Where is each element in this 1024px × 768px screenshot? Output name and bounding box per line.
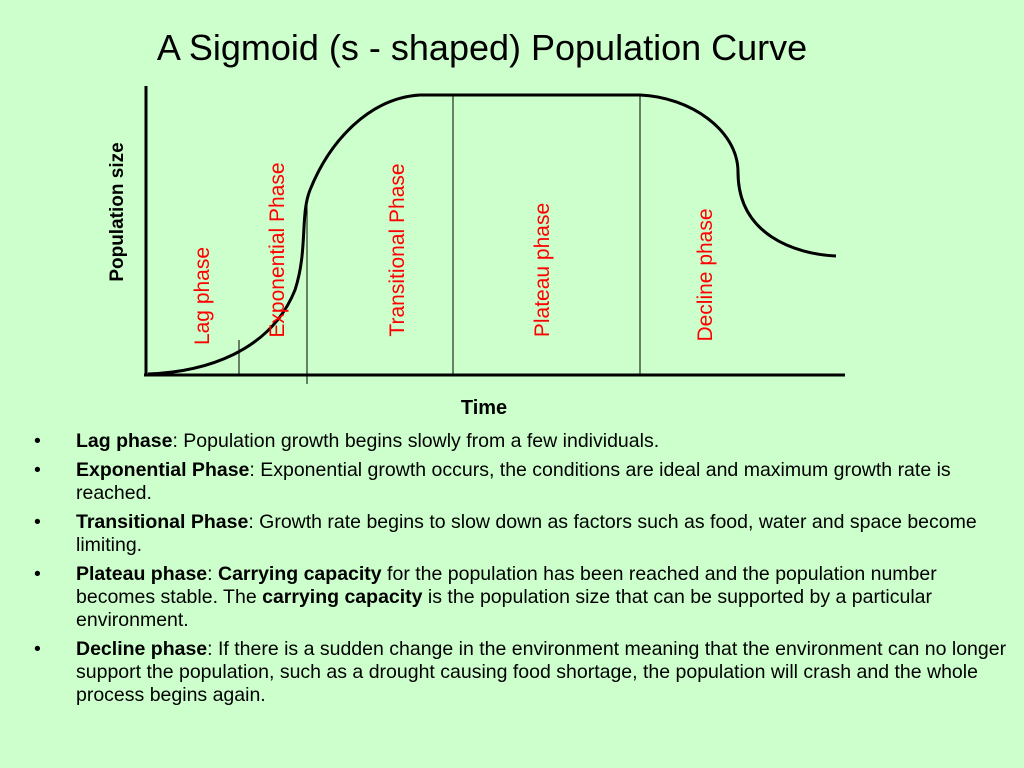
bullet-text: If there is a sudden change in the envir…: [76, 638, 1007, 706]
slide-title: A Sigmoid (s - shaped) Population Curve: [156, 27, 808, 68]
bullet-bold-term: carrying capacity: [262, 586, 423, 608]
bullet-icon: •: [34, 511, 41, 533]
bullet-text: Exponential growth occurs, the condition…: [76, 459, 951, 504]
bullet-term: Transitional Phase: [76, 511, 249, 533]
population-curve-diagram: [144, 86, 845, 384]
list-item: • Plateau phase: Carrying capacity for t…: [34, 563, 1009, 632]
bullet-text: for the population has been reached and …: [76, 563, 937, 608]
bullet-separator: :: [172, 430, 184, 452]
phase-descriptions-list: • Lag phase: Population growth begins sl…: [34, 430, 1009, 713]
bullet-term: Plateau phase: [76, 563, 208, 585]
bullet-separator: :: [249, 459, 261, 481]
y-axis-label: Population size: [107, 142, 128, 282]
bullet-term: Lag phase: [76, 430, 173, 452]
phase-label-exponential: Exponential Phase: [266, 162, 289, 338]
bullet-separator: :: [207, 638, 218, 660]
bullet-icon: •: [34, 459, 41, 481]
list-item: • Lag phase: Population growth begins sl…: [34, 430, 1009, 453]
list-item: • Exponential Phase: Exponential growth …: [34, 459, 1009, 505]
bullet-term: Decline phase: [76, 638, 208, 660]
phase-label-plateau: Plateau phase: [531, 202, 554, 338]
sigmoid-curve: [147, 93, 837, 376]
bullet-text: is the population size that can be suppo…: [76, 586, 933, 631]
phase-label-transitional: Transitional Phase: [386, 163, 409, 337]
bullet-term: Exponential Phase: [76, 459, 250, 481]
bullet-separator: :: [248, 511, 260, 533]
bullet-icon: •: [34, 563, 41, 585]
phase-label-decline: Decline phase: [694, 208, 717, 342]
phase-label-lag: Lag phase: [191, 246, 214, 346]
bullet-text: Growth rate begins to slow down as facto…: [76, 511, 977, 556]
list-item: • Transitional Phase: Growth rate begins…: [34, 511, 1009, 557]
bullet-text: Population growth begins slowly from a f…: [183, 430, 660, 452]
list-item: • Decline phase: If there is a sudden ch…: [34, 638, 1009, 707]
bullet-separator: :: [207, 563, 218, 585]
bullet-icon: •: [34, 638, 41, 660]
bullet-bold-term: Carrying capacity: [217, 563, 382, 585]
x-axis-label: Time: [460, 397, 508, 419]
bullet-icon: •: [34, 430, 41, 452]
